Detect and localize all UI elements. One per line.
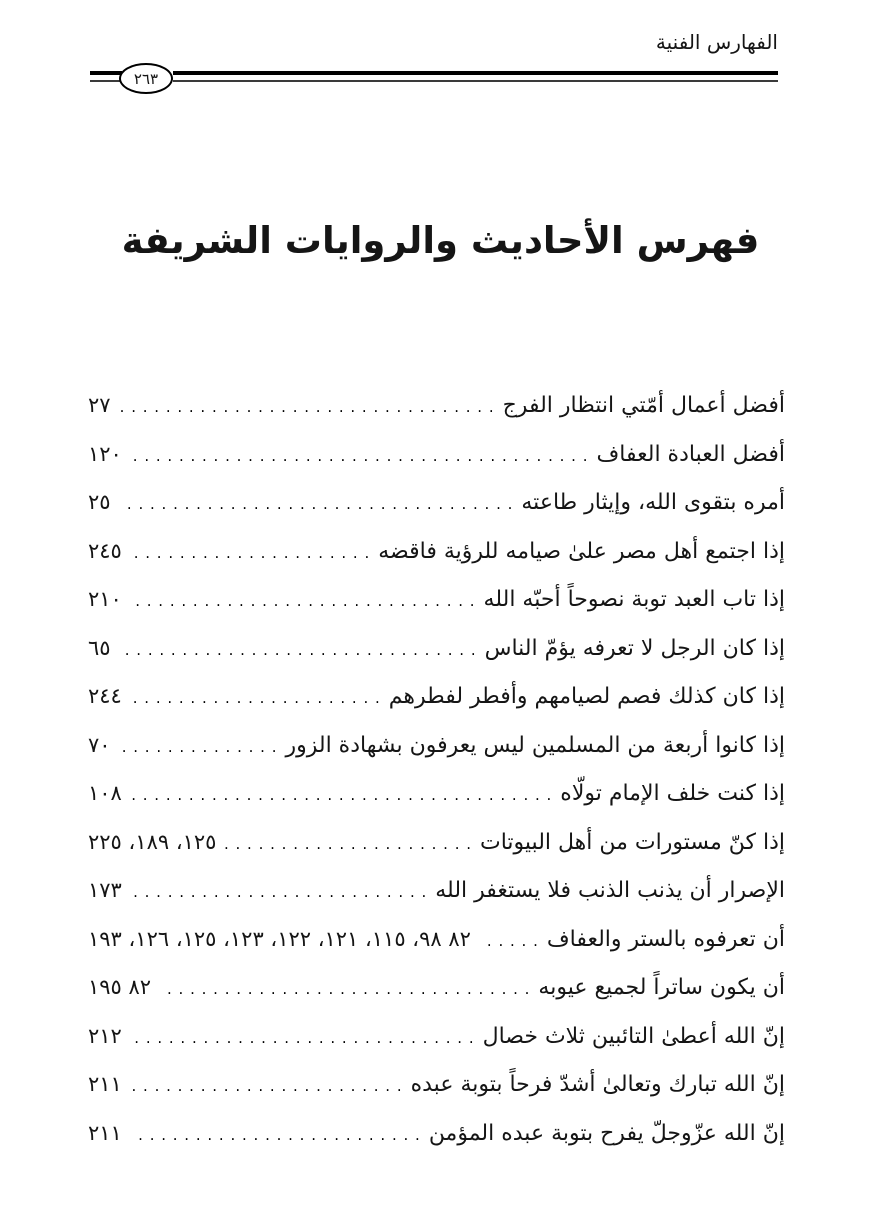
entry-page-numbers: ١٢٥، ١٨٩، ٢٢٥ [88,829,217,854]
index-entry-row: إذا كنّ مستورات من أهل البيوتات ١٢٥، ١٨٩… [88,818,785,867]
rule-left-top-line [90,71,122,75]
dot-leader [130,577,476,626]
entry-text: أفضل العبادة العفاف [596,441,785,467]
rule-left-bottom-line [90,80,122,82]
entry-text: إذا اجتمع أهل مصر علىٰ صيامه للرؤية فاقض… [378,538,785,564]
entry-page-numbers: ٢٥ [88,490,111,514]
running-header-text: الفهارس الفنية [655,30,778,54]
entry-text: إذا تاب العبد توبة نصوحاً أحبّه الله [483,587,785,612]
dot-leader [119,383,495,432]
entry-page-numbers: ١٢٠ [88,441,122,466]
index-entry-row: إذا تاب العبد توبة نصوحاً أحبّه الله ٢١٠ [88,575,785,624]
page-number: ٢٦٣ [133,69,159,88]
entry-text: إنّ الله أعطىٰ التائبين ثلاث خصال [482,1023,785,1049]
index-list: أفضل أعمال أمّتي انتظار الفرج ٢٧ أفضل ال… [88,381,785,1157]
entry-text: أن تعرفوه بالستر والعفاف [546,926,785,952]
entry-text: إذا كنت خلف الإمام تولّاه [560,781,785,806]
entry-text: إذا كانوا أربعة من المسلمين ليس يعرفون ب… [285,732,785,758]
entry-text: إنّ الله عزّوجلّ يفرح بتوبة عبده المؤمن [428,1120,785,1146]
entry-page-numbers: ٢٧ [88,393,111,417]
entry-text: إنّ الله تبارك وتعالىٰ أشدّ فرحاً بتوبة … [410,1072,785,1097]
dot-leader [130,771,552,820]
dot-leader [130,674,381,723]
dot-leader [119,626,477,675]
entry-page-numbers: ٢٤٤ [88,684,122,708]
dot-leader [130,529,370,578]
entry-page-numbers: ٨٢ ٩٨، ١١٥، ١٢١، ١٢٢، ١٢٣، ١٢٥، ١٢٦، ١٩٣ [88,926,471,951]
dot-leader [130,1111,421,1160]
page-number-cartouche: ٢٦٣ [119,63,173,94]
dot-leader [119,480,514,529]
entry-text: الإصرار أن يذنب الذنب فلا يستغفر الله [435,878,785,903]
dot-leader [479,917,539,966]
entry-text: إذا كان كذلك فصم لصيامهم وأفطر لفطرهم [388,684,785,709]
entry-page-numbers: ٧٠ [88,732,111,757]
dot-leader [130,1014,475,1063]
index-entry-row: أفضل أعمال أمّتي انتظار الفرج ٢٧ [88,381,785,430]
entry-text: إذا كان الرجل لا تعرفه يؤمّ الناس [484,635,785,661]
index-entry-row: إذا كنت خلف الإمام تولّاه ١٠٨ [88,769,785,818]
entry-text: إذا كنّ مستورات من أهل البيوتات [480,829,785,855]
index-entry-row: أن تعرفوه بالستر والعفاف ٨٢ ٩٨، ١١٥، ١٢١… [88,915,785,964]
index-entry-row: إذا كان كذلك فصم لصيامهم وأفطر لفطرهم ٢٤… [88,672,785,721]
entry-page-numbers: ١٧٣ [88,878,122,902]
entry-text: أن يكون ساتراً لجميع عيوبه [538,975,785,1000]
rule-right-bottom-line [173,80,778,82]
index-entry-row: إنّ الله تبارك وتعالىٰ أشدّ فرحاً بتوبة … [88,1060,785,1109]
entry-page-numbers: ٢١٢ [88,1023,122,1048]
rule-right-top-line [173,71,778,75]
index-entry-row: إنّ الله أعطىٰ التائبين ثلاث خصال ٢١٢ [88,1012,785,1061]
dot-leader [159,965,530,1014]
entry-text: أفضل أعمال أمّتي انتظار الفرج [502,393,785,418]
entry-page-numbers: ٦٥ [88,635,111,660]
index-entry-row: إذا كانوا أربعة من المسلمين ليس يعرفون ب… [88,721,785,770]
index-entry-row: إذا اجتمع أهل مصر علىٰ صيامه للرؤية فاقض… [88,527,785,576]
dot-leader [130,1062,403,1111]
entry-page-numbers: ٢٤٥ [88,538,122,563]
dot-leader [130,432,589,481]
index-entry-row: إذا كان الرجل لا تعرفه يؤمّ الناس ٦٥ [88,624,785,673]
index-entry-row: أفضل العبادة العفاف ١٢٠ [88,430,785,479]
entry-page-numbers: ٢١١ [88,1072,122,1096]
index-title: فهرس الأحاديث والروايات الشريفة [121,219,760,262]
entry-page-numbers: ٨٢ ١٩٥ [88,975,152,999]
entry-page-numbers: ١٠٨ [88,781,122,805]
index-entry-row: أن يكون ساتراً لجميع عيوبه ٨٢ ١٩٥ [88,963,785,1012]
dot-leader [119,723,278,772]
entry-page-numbers: ٢١٠ [88,587,122,611]
entry-text: أمره بتقوى الله، وإيثار طاعته [521,490,785,515]
index-entry-row: الإصرار أن يذنب الذنب فلا يستغفر الله ١٧… [88,866,785,915]
index-entry-row: إنّ الله عزّوجلّ يفرح بتوبة عبده المؤمن … [88,1109,785,1158]
index-entry-row: أمره بتقوى الله، وإيثار طاعته ٢٥ [88,478,785,527]
entry-page-numbers: ٢١١ [88,1120,122,1145]
dot-leader [224,820,472,869]
dot-leader [130,868,427,917]
